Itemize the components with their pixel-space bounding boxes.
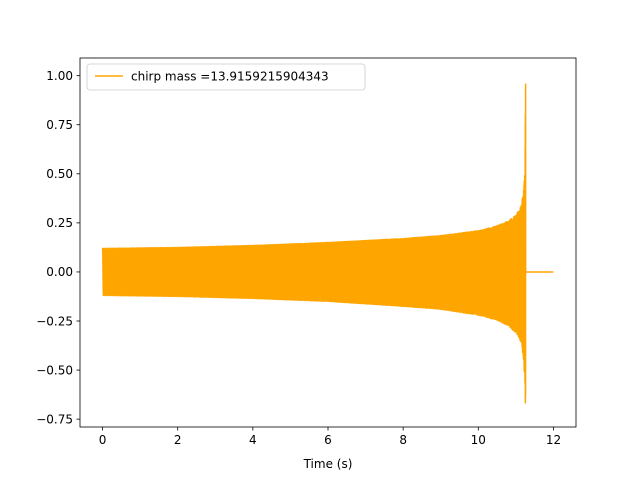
y-tick-label: −0.50 [36, 363, 73, 377]
series-layer [101, 83, 554, 404]
x-axis-label: Time (s) [303, 457, 353, 471]
x-axis: 0 2 4 6 8 10 12 [99, 427, 561, 447]
y-tick-label: 0.25 [46, 216, 73, 230]
series-line-chirp [101, 83, 554, 404]
x-tick-label: 6 [324, 433, 332, 447]
y-tick-label: 1.00 [46, 69, 73, 83]
legend-box [86, 63, 366, 91]
x-tick-label: 10 [471, 433, 486, 447]
x-tick-label: 2 [174, 433, 182, 447]
x-tick-label: 0 [99, 433, 107, 447]
y-axis: −0.75 −0.50 −0.25 0.00 0.25 0.50 0.75 1.00 [36, 69, 80, 426]
x-tick-label: 4 [249, 433, 257, 447]
plot-area: 0 2 4 6 8 10 12 −0.75 −0.50 −0.25 0.00 0.25 0.50 0.7… [36, 57, 577, 471]
y-tick-label: 0.50 [46, 167, 73, 181]
y-tick-label: −0.75 [36, 412, 73, 426]
y-tick-label: −0.25 [36, 314, 73, 328]
legend-entry-label: chirp mass =13.9159215904343 [131, 70, 329, 84]
y-tick-label: 0.75 [46, 118, 73, 132]
y-tick-label: 0.00 [46, 265, 73, 279]
x-tick-label: 8 [399, 433, 407, 447]
x-tick-label: 12 [546, 433, 561, 447]
legend: chirp mass =13.9159215904343 [86, 63, 366, 91]
